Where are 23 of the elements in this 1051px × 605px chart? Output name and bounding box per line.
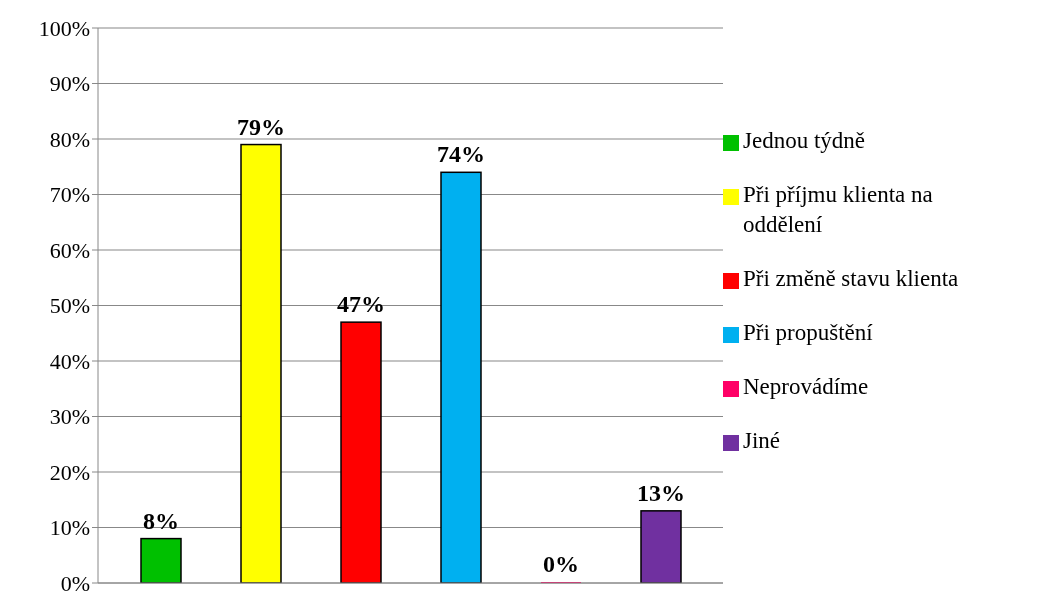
data-label: 8% xyxy=(143,507,179,534)
y-tick-label: 0% xyxy=(60,570,90,596)
data-label: 74% xyxy=(437,141,485,168)
y-tick-label: 100% xyxy=(38,15,90,41)
y-tick-label: 50% xyxy=(49,293,90,319)
y-tick-label: 80% xyxy=(49,126,90,152)
y-tick-label: 90% xyxy=(49,71,90,97)
legend-label: Při příjmu klienta na oddělení xyxy=(743,181,934,239)
legend-label: Jednou týdně xyxy=(743,127,866,155)
data-label: 0% xyxy=(543,551,579,577)
legend-label: Jiné xyxy=(743,427,782,455)
data-label: 47% xyxy=(337,291,385,318)
y-tick-label: 10% xyxy=(49,515,90,541)
legend-label: Při změně stavu klienta xyxy=(743,265,960,293)
legend-label: Při propuštění xyxy=(743,319,874,347)
y-tick-label: 60% xyxy=(49,237,90,263)
y-tick-label: 70% xyxy=(49,182,90,208)
y-tick-label: 20% xyxy=(49,459,90,485)
y-tick-label: 30% xyxy=(49,404,90,430)
data-label: 13% xyxy=(637,479,685,506)
y-tick-label: 40% xyxy=(49,348,90,374)
legend-label: Neprovádíme xyxy=(743,373,870,401)
data-label: 79% xyxy=(237,113,285,140)
